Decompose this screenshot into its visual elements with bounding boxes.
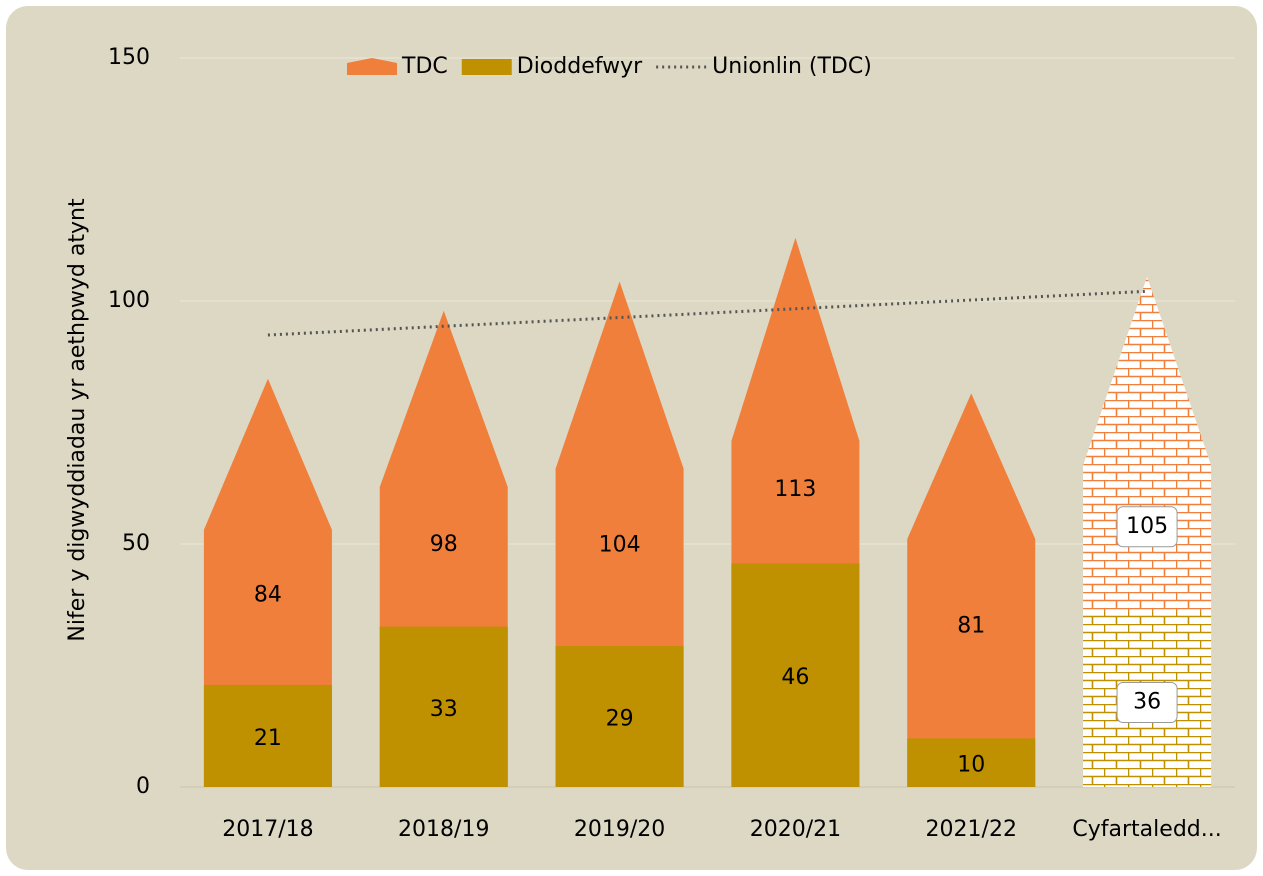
data-label: 105: [1126, 514, 1168, 539]
y-tick-label: 50: [122, 531, 150, 556]
bar: [379, 626, 508, 787]
data-label: 84: [254, 582, 282, 607]
legend-swatch: [347, 58, 397, 75]
data-label: 46: [781, 665, 809, 690]
x-tick-label: 2017/18: [222, 817, 313, 842]
legend-label: TDC: [401, 54, 448, 79]
data-label: 33: [430, 697, 458, 722]
data-label-box: [1116, 506, 1178, 548]
data-label: 21: [254, 726, 282, 751]
legend-label: Dioddefwyr: [517, 54, 643, 79]
bar: [731, 563, 860, 787]
data-label: 10: [957, 753, 985, 778]
bar: [907, 738, 1036, 787]
bar: [203, 684, 332, 787]
x-tick-label: 2018/19: [398, 817, 489, 842]
data-label-box: [1116, 682, 1178, 724]
data-label: 113: [774, 477, 816, 502]
x-tick-label: Cyfartaledd...: [1072, 817, 1221, 842]
y-tick-label: 100: [108, 288, 150, 313]
x-tick-label: 2020/21: [750, 817, 841, 842]
data-label: 98: [430, 532, 458, 557]
x-tick-label: 2021/22: [926, 817, 1017, 842]
x-tick-label: 2019/20: [574, 817, 665, 842]
y-tick-label: 150: [108, 45, 150, 70]
data-label: 104: [599, 532, 641, 557]
y-axis-label: Nifer y digwyddiadau yr aethpwyd atynt: [65, 198, 90, 642]
data-label: 29: [606, 707, 634, 732]
bar: [907, 393, 1036, 787]
data-label: 81: [957, 614, 985, 639]
legend-label: Unionlin (TDC): [712, 54, 872, 79]
y-tick-label: 0: [136, 774, 150, 799]
bar: [555, 646, 684, 787]
trendline: [267, 289, 1148, 337]
data-label: 36: [1133, 690, 1161, 715]
legend-swatch: [461, 59, 512, 75]
